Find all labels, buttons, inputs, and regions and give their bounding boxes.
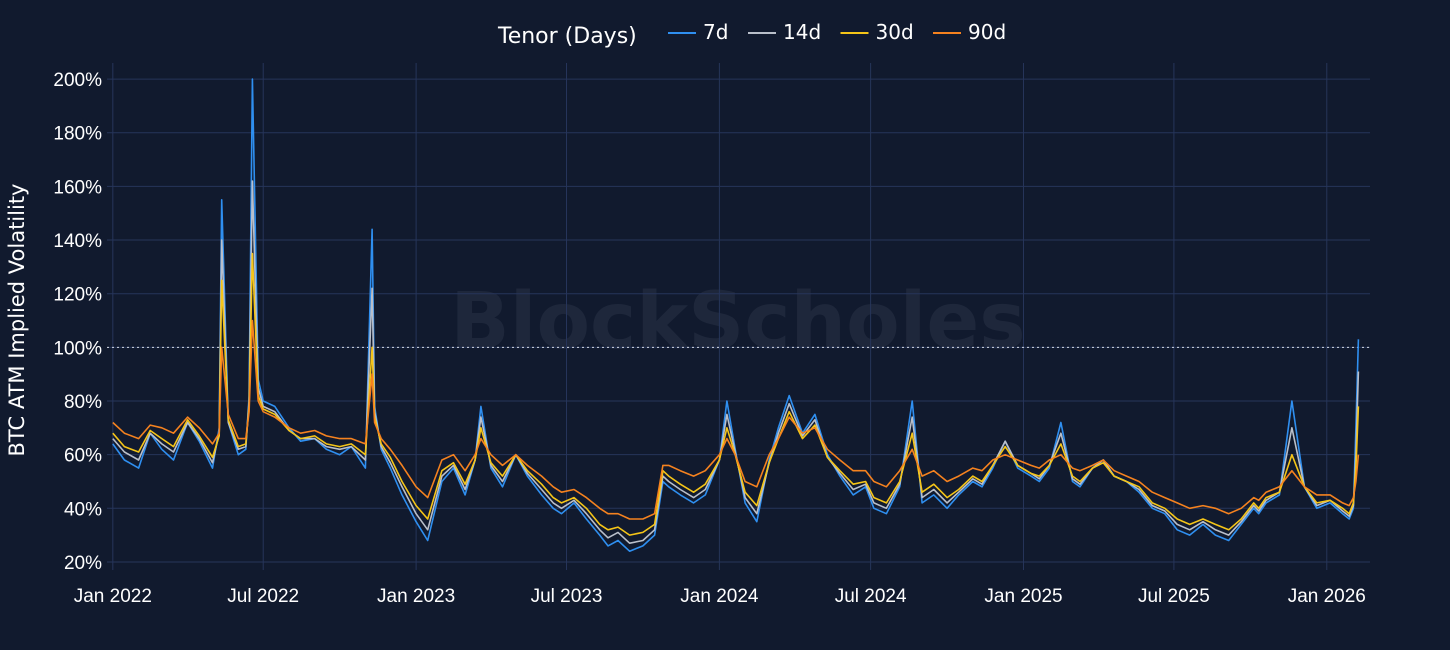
x-tick-label: Jan 2022 <box>74 586 152 607</box>
legend-label-90d: 90d <box>968 20 1006 44</box>
x-tick-label: Jan 2024 <box>680 586 759 607</box>
series-line-30d <box>112 252 1360 536</box>
x-tick-label: Jan 2026 <box>1288 586 1366 607</box>
series-line-90d <box>112 319 1360 520</box>
y-tick-label: 100% <box>53 338 102 359</box>
x-tick-labels: Jan 2022 Jul 2022 Jan 2023 Jul 2023 Jan 2024… <box>74 586 1366 607</box>
y-tick-label: 180% <box>53 124 102 145</box>
legend-title: Tenor (Days) <box>497 24 637 49</box>
y-axis-title: BTC ATM Implied Volatility <box>5 184 29 457</box>
legend-label-7d: 7d <box>703 20 728 44</box>
legend: Tenor (Days) 7d 14d 30d 90d <box>497 20 1006 49</box>
y-tick-labels: 20% 40% 60% 80% 100% 120% 140% 160% 180% 200% <box>53 70 102 574</box>
y-tick-label: 60% <box>64 446 102 467</box>
x-tick-label: Jul 2023 <box>531 586 603 607</box>
y-tick-label: 160% <box>53 177 102 198</box>
y-tick-label: 20% <box>64 553 102 574</box>
y-tick-label: 140% <box>53 231 102 252</box>
legend-label-14d: 14d <box>783 20 821 44</box>
y-tick-label: 200% <box>53 70 102 91</box>
y-tick-label: 80% <box>64 392 102 413</box>
x-tick-label: Jan 2023 <box>377 586 455 607</box>
x-tick-label: Jul 2025 <box>1138 586 1210 607</box>
series-lines <box>112 78 1360 553</box>
y-tick-label: 40% <box>64 499 102 520</box>
watermark-logo: BlockScholes <box>450 277 1025 367</box>
x-tick-label: Jul 2022 <box>227 586 299 607</box>
x-tick-label: Jul 2024 <box>835 586 907 607</box>
x-gridlines <box>112 63 1328 570</box>
y-tick-label: 120% <box>53 285 102 306</box>
legend-items: 7d 14d 30d 90d <box>668 20 1006 44</box>
legend-label-30d: 30d <box>876 20 914 44</box>
x-tick-label: Jan 2025 <box>984 586 1062 607</box>
